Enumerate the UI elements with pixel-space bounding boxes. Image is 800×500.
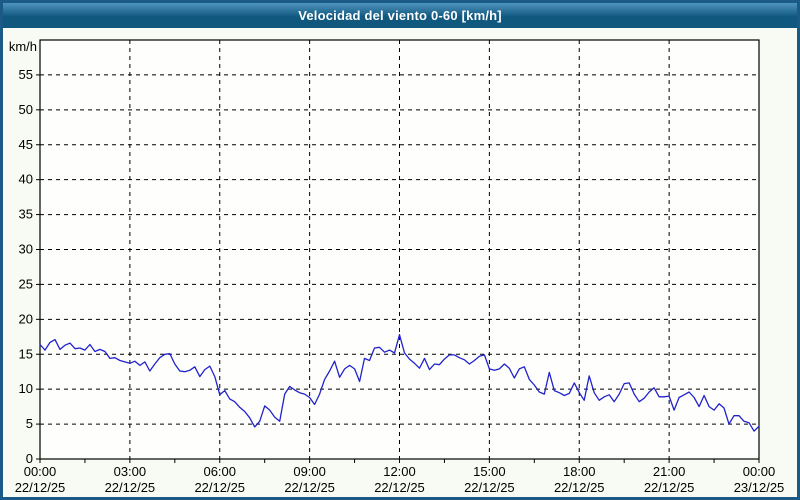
svg-text:20: 20 [19, 311, 33, 326]
svg-text:0: 0 [26, 451, 33, 466]
x-tick-time-label: 06:00 [203, 464, 236, 479]
x-tick-date-label: 22/12/25 [554, 480, 605, 495]
y-axis-unit-label: km/h [9, 39, 37, 54]
y-tick-labels: 0 5 10 15 20 25 30 35 40 45 50 55 [19, 67, 33, 466]
svg-text:50: 50 [19, 102, 33, 117]
title-bar: Velocidad del viento 0-60 [km/h] [3, 3, 797, 28]
x-tick-date-label: 22/12/25 [194, 480, 245, 495]
x-tick-time-label: 00:00 [24, 464, 57, 479]
y-axis-ticks [36, 74, 40, 460]
x-tick-date-label: 23/12/25 [734, 480, 785, 495]
svg-text:5: 5 [26, 416, 33, 431]
x-tick-time-label: 09:00 [293, 464, 326, 479]
x-tick-time-label: 15:00 [473, 464, 506, 479]
x-tick-time-label: 21:00 [653, 464, 686, 479]
x-tick-date-label: 22/12/25 [644, 480, 695, 495]
svg-text:25: 25 [19, 276, 33, 291]
svg-text:40: 40 [19, 172, 33, 187]
svg-text:55: 55 [19, 67, 33, 82]
x-tick-date-label: 22/12/25 [284, 480, 335, 495]
x-tick-time-label: 00:00 [743, 464, 776, 479]
chart-title: Velocidad del viento 0-60 [km/h] [298, 8, 502, 23]
svg-text:35: 35 [19, 207, 33, 222]
x-tick-labels: 00:0022/12/2503:0022/12/2506:0022/12/250… [15, 464, 785, 495]
svg-text:15: 15 [19, 346, 33, 361]
x-tick-date-label: 22/12/25 [464, 480, 515, 495]
x-gridlines [129, 40, 670, 459]
x-tick-date-label: 22/12/25 [15, 480, 66, 495]
svg-text:30: 30 [19, 242, 33, 257]
wind-speed-line [39, 334, 760, 432]
x-tick-date-label: 22/12/25 [374, 480, 425, 495]
svg-text:45: 45 [19, 137, 33, 152]
x-tick-time-label: 18:00 [563, 464, 596, 479]
x-tick-date-label: 22/12/25 [105, 480, 156, 495]
svg-text:km/h: km/h [9, 39, 37, 54]
x-tick-time-label: 03:00 [114, 464, 147, 479]
x-axis-ticks [39, 459, 760, 463]
x-tick-time-label: 12:00 [383, 464, 416, 479]
svg-text:10: 10 [19, 381, 33, 396]
